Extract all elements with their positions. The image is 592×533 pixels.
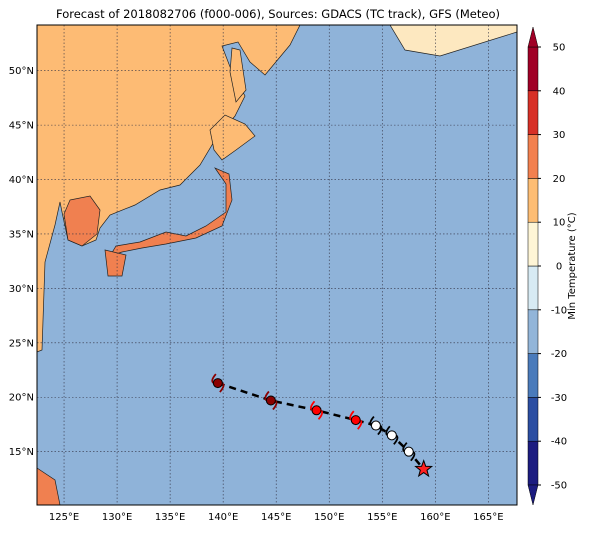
lat-tick-label: 25°N [9, 338, 34, 349]
colorbar-tick-label: 20 [553, 174, 566, 185]
colorbar-extend-high [527, 26, 539, 48]
track-point [311, 405, 322, 416]
lon-tick-label: 160°E [420, 512, 450, 523]
colorbar-tick-label: 10 [553, 218, 566, 229]
map-frame [36, 24, 518, 506]
colorbar-band [527, 46, 539, 92]
colorbar-band [527, 265, 539, 311]
colorbar-tick-label: -30 [551, 393, 567, 404]
lon-tick-label: 130°E [102, 512, 132, 523]
colorbar-label: Min Temperature (°C) [567, 212, 578, 319]
map-title: Forecast of 2018082706 (f000-006), Sourc… [56, 7, 500, 21]
lon-tick-label: 135°E [155, 512, 185, 523]
colorbar-band [527, 309, 539, 354]
kyushu [104, 249, 127, 277]
track-point [350, 415, 361, 426]
lat-tick-label: 50°N [9, 66, 34, 77]
colorbar-band [527, 397, 539, 442]
lon-tick-label: 165°E [473, 512, 503, 523]
colorbar-tick-label: -10 [551, 305, 567, 316]
colorbar-tick-label: 30 [553, 130, 566, 141]
colorbar-band [527, 221, 539, 267]
colorbar-band [527, 90, 539, 135]
lon-tick-label: 140°E [208, 512, 238, 523]
lat-tick-label: 35°N [9, 229, 34, 240]
colorbar-tick-label: -20 [551, 349, 567, 360]
colorbar-band [527, 353, 539, 398]
colorbar-band [527, 440, 539, 486]
sakhalin [229, 47, 247, 103]
colorbar-band [527, 134, 539, 179]
colorbar-tick-label: 50 [553, 43, 566, 54]
track-point [386, 430, 397, 441]
mainland [37, 25, 301, 353]
track-point [265, 395, 276, 406]
lon-tick-label: 155°E [367, 512, 397, 523]
colorbar-tick-label: 0 [556, 262, 562, 273]
hokkaido [209, 114, 256, 161]
colorbar-band [527, 178, 539, 223]
current-position-star [414, 459, 434, 478]
lat-tick-label: 15°N [9, 447, 34, 458]
lon-tick-label: 145°E [261, 512, 291, 523]
lat-tick-label: 40°N [9, 175, 34, 186]
korea [63, 195, 101, 247]
colorbar-extend-low [527, 484, 539, 506]
kamchatka [389, 25, 517, 57]
land [37, 25, 517, 505]
lon-tick-label: 150°E [314, 512, 344, 523]
luzon [37, 467, 61, 505]
lat-tick-label: 45°N [9, 121, 34, 132]
lat-tick-label: 20°N [9, 393, 34, 404]
lat-tick-label: 30°N [9, 284, 34, 295]
track-point [403, 446, 414, 457]
lon-tick-label: 125°E [49, 512, 79, 523]
colorbar-tick-label: -40 [551, 437, 567, 448]
track-point [370, 420, 381, 431]
track-point [212, 378, 223, 389]
colorbar-tick-label: 40 [553, 86, 566, 97]
track-line [217, 381, 425, 470]
colorbar-tick-label: -50 [551, 481, 567, 492]
